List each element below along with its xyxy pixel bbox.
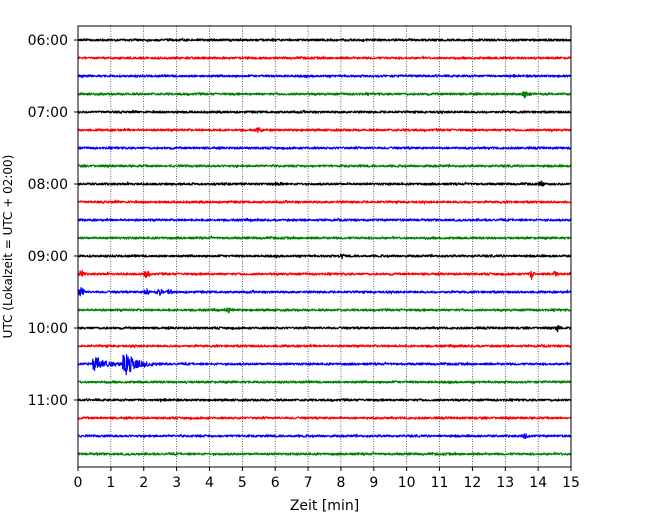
axes-frame xyxy=(77,25,572,468)
y-tick-label: 08:00 xyxy=(28,177,68,193)
trace-line xyxy=(77,397,572,403)
trace-line xyxy=(77,415,572,421)
y-tick-label: 06:00 xyxy=(28,33,68,49)
trace-line xyxy=(77,253,572,260)
trace-line xyxy=(77,286,572,297)
trace-line xyxy=(77,307,572,314)
trace-line xyxy=(77,180,572,187)
x-tick-label: 1 xyxy=(106,475,115,491)
trace-line xyxy=(77,163,572,169)
x-tick-label: 6 xyxy=(271,475,280,491)
trace-line xyxy=(77,127,572,133)
trace-line xyxy=(77,235,572,241)
trace-line xyxy=(77,343,572,349)
y-axis-label: UTC (Lokalzeit = UTC + 02:00) xyxy=(1,155,15,339)
traces xyxy=(77,37,572,457)
y-axis: 06:00 07:00 08:00 09:00 10:00 11:00 xyxy=(28,33,78,409)
trace-line xyxy=(77,380,572,385)
y-tick-label: 07:00 xyxy=(28,105,68,121)
trace-line xyxy=(77,269,572,281)
x-tick-label: 2 xyxy=(139,475,148,491)
x-axis-label: Zeit [min] xyxy=(290,498,359,514)
x-tick-label: 7 xyxy=(304,475,313,491)
trace-line xyxy=(77,109,572,115)
x-tick-label: 12 xyxy=(463,475,481,491)
trace-line xyxy=(77,217,572,223)
x-tick-label: 14 xyxy=(529,475,547,491)
x-tick-label: 4 xyxy=(205,475,214,491)
x-tick-label: 3 xyxy=(172,475,181,491)
trace-line xyxy=(77,145,572,151)
y-tick-label: 09:00 xyxy=(28,249,68,265)
trace-line xyxy=(77,55,572,61)
x-tick-label: 8 xyxy=(336,475,345,491)
trace-line xyxy=(77,91,572,99)
trace-line xyxy=(77,433,572,440)
grid-lines xyxy=(110,26,539,467)
x-tick-label: 5 xyxy=(238,475,247,491)
y-tick-label: 11:00 xyxy=(28,393,68,409)
trace-line xyxy=(77,199,572,205)
trace-line xyxy=(77,325,572,333)
trace-line xyxy=(77,73,572,79)
x-tick-label: 0 xyxy=(74,475,83,491)
trace-line xyxy=(77,354,572,376)
x-tick-label: 10 xyxy=(398,475,416,491)
x-tick-label: 15 xyxy=(562,475,580,491)
x-tick-label: 11 xyxy=(431,475,449,491)
x-tick-label: 13 xyxy=(496,475,514,491)
trace-line xyxy=(77,37,572,43)
x-tick-label: 9 xyxy=(369,475,378,491)
trace-line xyxy=(77,451,572,457)
y-tick-label: 10:00 xyxy=(28,321,68,337)
x-axis: 0 1 2 3 4 5 6 7 8 9 10 11 12 13 14 15 xyxy=(74,467,580,491)
